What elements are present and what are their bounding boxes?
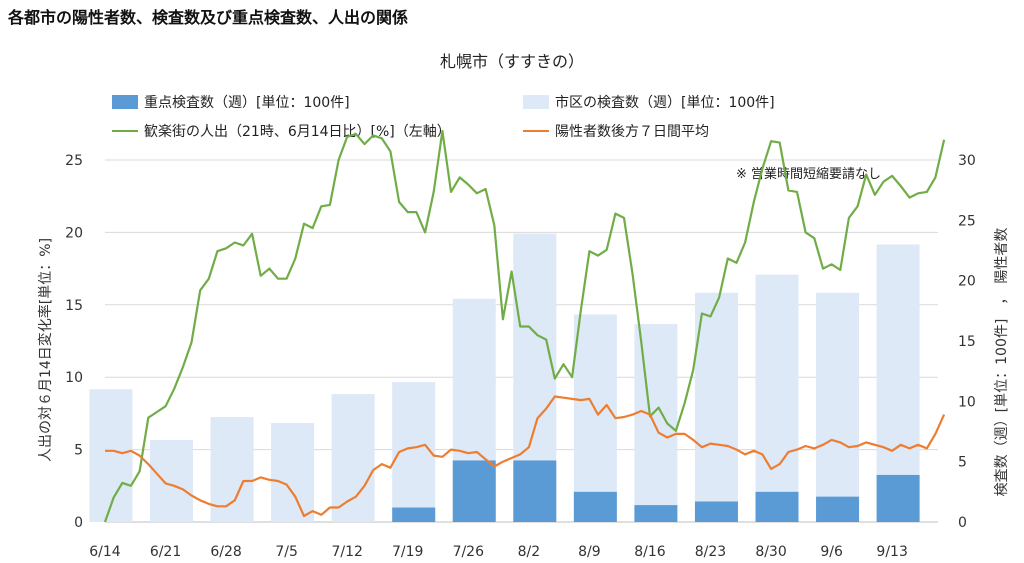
bar-city-tests: [150, 439, 193, 522]
bar-priority-tests: [694, 501, 738, 522]
x-tick-label: 7/12: [331, 544, 362, 560]
x-tick-label: 8/23: [695, 544, 726, 560]
page-title: 各都市の陽性者数、検査数及び重点検査数、人出の関係: [8, 8, 409, 27]
y-left-tick-label: 20: [65, 225, 83, 241]
legend-priority-tests: 重点検査数（週）[単位：100件]: [112, 92, 350, 112]
legend-label-city-tests: 市区の検査数（週）[単位：100件]: [555, 95, 775, 111]
y-right-tick-label: 5: [958, 455, 967, 471]
y-right-tick-label: 20: [958, 274, 976, 290]
x-tick-label: 6/28: [210, 544, 241, 560]
y-right-tick-label: 0: [958, 515, 967, 531]
legend-label-priority-tests: 重点検査数（週）[単位：100件]: [144, 95, 350, 111]
legend-positives: 陽性者数後方７日間平均: [523, 121, 709, 141]
annotation-no-shortened-hours: ※ 営業時間短縮要請なし: [736, 167, 882, 182]
bar-priority-tests: [452, 460, 496, 522]
y-axis-right-label: 検査数（週）[単位：100件] ， 陽性者数: [994, 228, 1010, 497]
x-tick-label: 7/5: [275, 544, 298, 560]
bar-city-tests: [694, 292, 738, 522]
x-tick-label: 8/30: [755, 544, 786, 560]
bar-priority-tests: [513, 460, 557, 522]
x-tick-label: 7/19: [392, 544, 423, 560]
bar-city-tests: [89, 389, 133, 522]
bar-priority-tests: [392, 507, 436, 522]
y-axis-left-ticks: 0 5 10 15 20 25: [65, 153, 83, 531]
x-tick-label: 8/9: [578, 544, 601, 560]
y-right-tick-label: 15: [958, 334, 976, 350]
y-axis-left-label: 人出の対６月14日変化率[単位：%]: [37, 238, 54, 462]
legend-swatch-priority-tests: [112, 95, 138, 109]
x-tick-label: 8/2: [518, 544, 541, 560]
y-left-tick-label: 10: [65, 370, 83, 386]
bar-priority-tests: [634, 505, 678, 522]
legend-swatch-crowd: [112, 130, 138, 132]
y-axis-right-ticks: 0 5 10 15 20 25 30: [958, 153, 976, 531]
x-axis-ticks: 6/14 6/21 6/28 7/5 7/12 7/19 7/26 8/2 8/9 8/16 8/2…: [89, 544, 908, 560]
y-left-tick-label: 15: [65, 298, 83, 314]
line-positives: [105, 395, 946, 518]
bars-priority-tests: [392, 460, 920, 522]
y-left-tick-label: 5: [74, 443, 83, 459]
y-right-tick-label: 30: [958, 153, 976, 169]
legend-swatch-positives: [523, 130, 549, 132]
bar-priority-tests: [876, 474, 920, 522]
bar-priority-tests: [755, 491, 799, 522]
y-right-tick-label: 25: [958, 213, 976, 229]
legend-swatch-city-tests: [523, 95, 549, 109]
y-left-tick-label: 25: [65, 153, 83, 169]
x-tick-label: 6/14: [89, 544, 121, 560]
y-left-tick-label: 0: [74, 515, 83, 531]
bar-city-tests: [271, 423, 315, 522]
legend-city-tests: 市区の検査数（週）[単位：100件]: [523, 92, 775, 112]
series-lines: [103, 129, 946, 523]
bar-city-tests: [573, 314, 617, 522]
bar-city-tests: [634, 324, 678, 522]
x-tick-label: 9/13: [876, 544, 907, 560]
bar-city-tests: [210, 417, 254, 522]
x-tick-label: 7/26: [453, 544, 485, 560]
x-tick-label: 9/6: [820, 544, 843, 560]
x-tick-label: 6/21: [150, 544, 181, 560]
chart-title: 札幌市（すすきの）: [439, 52, 584, 71]
bar-city-tests: [816, 292, 860, 522]
legend-label-positives: 陽性者数後方７日間平均: [555, 124, 709, 140]
bar-city-tests: [755, 274, 799, 522]
bar-priority-tests: [573, 491, 617, 522]
x-tick-label: 8/16: [634, 544, 666, 560]
line-crowd: [103, 129, 946, 523]
bar-city-tests: [331, 394, 375, 522]
y-right-tick-label: 10: [958, 394, 976, 410]
bar-priority-tests: [816, 496, 860, 522]
bars-city-tests: [89, 233, 920, 522]
